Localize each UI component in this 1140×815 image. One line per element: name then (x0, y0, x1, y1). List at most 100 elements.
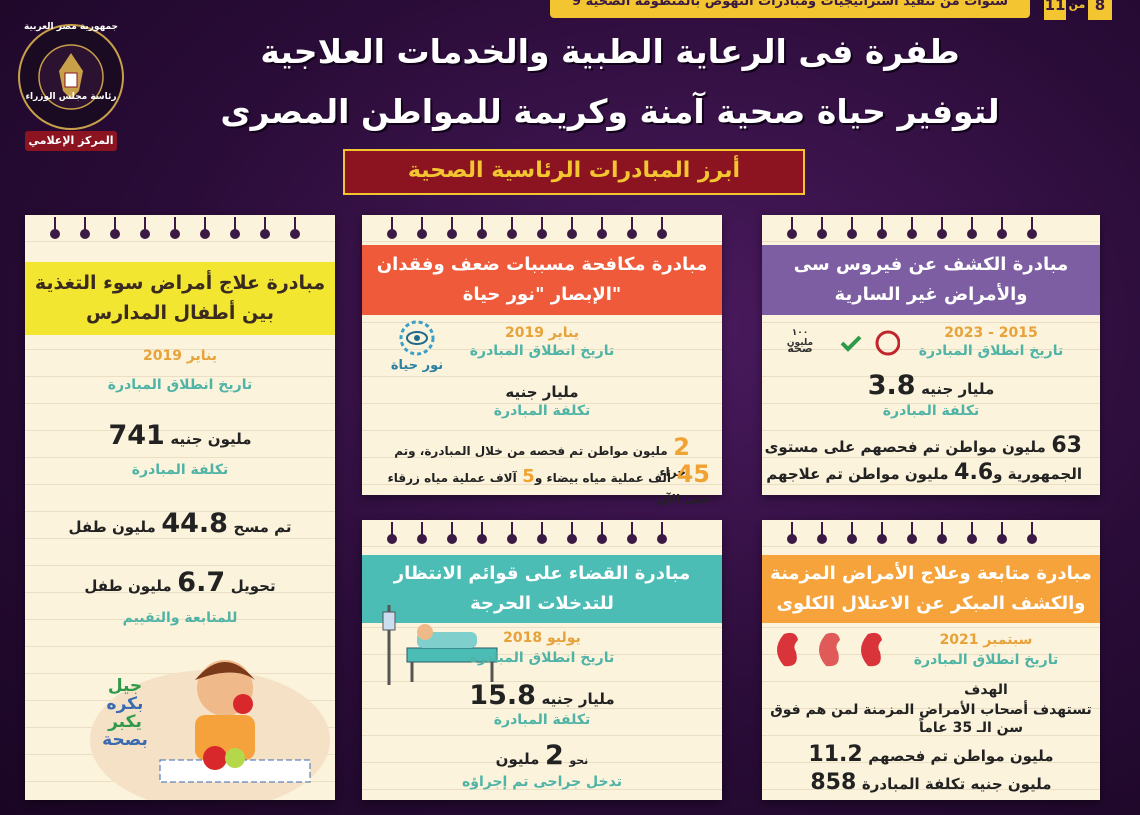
binder-ring (847, 534, 857, 544)
stat-number: 4.6 (954, 460, 994, 485)
binder-pin (791, 522, 793, 538)
date: سبتمبر 2021 (939, 632, 1033, 648)
stat-text: مليون مواطن تم فحصهم (868, 747, 1054, 765)
binder-pin (421, 522, 423, 538)
stat-text: الجمهورية و (993, 465, 1082, 483)
title-line: لتوفير حياة صحية آمنة وكريمة للمواطن الم… (220, 92, 1000, 131)
binder-pin (821, 217, 823, 233)
date-label: تاريخ انطلاق المبادرة (469, 343, 615, 359)
stat-text: آلاف عملية مياه زرقاء حتى الآن (387, 471, 710, 506)
stat-number: 858 (810, 770, 857, 795)
binder-pin (114, 217, 116, 233)
date-label: تاريخ انطلاق المبادرة (918, 343, 1064, 359)
binder-pin (941, 217, 943, 233)
binder-pin (294, 217, 296, 233)
icon (406, 331, 428, 345)
binder-pin (661, 217, 663, 233)
binder-pin (881, 217, 883, 233)
binder-pin (601, 522, 603, 538)
slogan: جيل بكره يكبر بصحة (95, 677, 155, 749)
binder-ring (657, 534, 667, 544)
result: نحو 2 مليون (362, 740, 722, 771)
logo-100m (840, 330, 900, 356)
binder-ring (817, 534, 827, 544)
binder-ring (997, 534, 1007, 544)
binder-pin (144, 217, 146, 233)
binder-ring (787, 229, 797, 239)
stat-number: 5 (522, 466, 535, 487)
goal: تستهدف أصحاب الأمراض المزمنة لمن هم فوق (770, 702, 1092, 718)
goal-label: الهدف (964, 682, 1008, 698)
stat-number: 2 (673, 433, 690, 461)
binder-ring (597, 534, 607, 544)
date: يناير 2019 (142, 348, 218, 364)
patient (417, 632, 477, 648)
binder-ring (907, 534, 917, 544)
binder-ring (110, 229, 120, 239)
date: 2015 - 2023 (944, 325, 1038, 341)
cost: مليون جنيه 741 (25, 420, 335, 451)
binder-ring (447, 229, 457, 239)
icon (414, 335, 420, 341)
stat-text: مليون مواطن تم علاجهم (766, 465, 949, 483)
card: مبادرة مكافحة مسببات ضعف وفقدان الإبصار … (362, 215, 722, 506)
binder-pin (881, 522, 883, 538)
binder-pin (174, 217, 176, 233)
stat-number: 11.2 (808, 742, 863, 767)
screened: تم مسح 44.8 مليون طفل (25, 508, 335, 539)
binder-pin (851, 217, 853, 233)
binder-ring (657, 229, 667, 239)
cost: مليون جنيه تكلفة المبادرة 858 (762, 770, 1100, 795)
binder-pin (911, 217, 913, 233)
binder-pin (571, 217, 573, 233)
card: مبادرة علاج أمراض سوء التغذية بين أطفال … (25, 215, 335, 800)
binder-ring (260, 229, 270, 239)
binder-ring (567, 229, 577, 239)
binder-ring (477, 534, 487, 544)
binder-ring (627, 229, 637, 239)
binder-pin (1031, 217, 1033, 233)
cost-unit: مليار جنيه (921, 380, 995, 398)
binder-pin (1001, 522, 1003, 538)
logo-middle: رئاسة مجلس الوزراء (25, 92, 117, 102)
kidney (777, 632, 798, 667)
binder-ring (877, 534, 887, 544)
result-label: تدخل جراحى تم إجراؤه (461, 774, 622, 790)
binder-pin (631, 522, 633, 538)
binder-pin (84, 217, 86, 233)
stat-text: مليون مواطن تم فحصهم على مستوى (764, 438, 1046, 456)
logo-shield (64, 72, 78, 88)
binder-ring (537, 534, 547, 544)
slogan-word: يكبر (108, 712, 142, 732)
card-title: للتدخلات الحرجة (470, 593, 614, 614)
card: مبادرة الكشف عن فيروس سى والأمراض غير ال… (762, 215, 1100, 495)
binder-ring (477, 229, 487, 239)
binder-ring (170, 229, 180, 239)
cost-unit: مليار جنيه (541, 690, 615, 708)
page-number: 8 (1088, 0, 1112, 20)
binder-ring (290, 229, 300, 239)
result: 63 مليون مواطن تم فحصهم على مستوى (762, 433, 1082, 458)
eye-icon (399, 320, 435, 356)
binder-ring (847, 229, 857, 239)
stat-text: مليون طفل (68, 518, 156, 536)
binder-pin (481, 522, 483, 538)
logo-text: صحة (787, 342, 813, 355)
cost-label: تكلفة المبادرة (882, 403, 980, 419)
binder-pin (661, 522, 663, 538)
card: مبادرة متابعة وعلاج الأمراض المزمنة والك… (762, 520, 1100, 800)
kidney (819, 632, 840, 667)
cost-unit: مليون جنيه (170, 430, 252, 448)
apple (233, 694, 253, 714)
logo-bottom: المركز الإعلامي (28, 134, 114, 147)
binder-pin (481, 217, 483, 233)
stat-number: 44.8 (161, 508, 228, 539)
binder-pin (421, 217, 423, 233)
slogan-word: جيل (107, 676, 143, 696)
date-label: تاريخ انطلاق المبادرة (107, 377, 253, 393)
page-of: من (1068, 0, 1086, 11)
binder-ring (597, 229, 607, 239)
referred: تحويل 6.7 مليون طفل (25, 567, 335, 598)
stat-text: نحو (569, 754, 589, 767)
